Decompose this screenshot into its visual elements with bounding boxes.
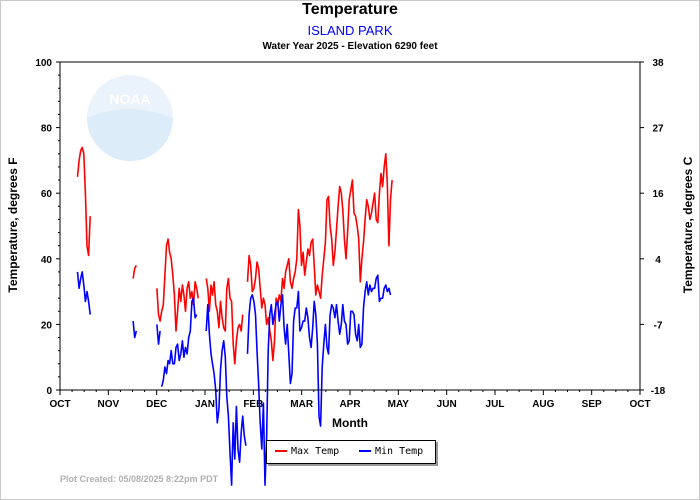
x-tick-label: AUG xyxy=(532,399,554,410)
max-temp-line-segment-1 xyxy=(132,265,138,279)
legend-swatch-max xyxy=(275,450,287,452)
y-tick-label-left: 0 xyxy=(46,386,52,397)
x-tick-label: JAN xyxy=(195,399,215,410)
legend: Max Temp Min Temp xyxy=(266,440,436,464)
legend-label-max: Max Temp xyxy=(291,446,340,457)
min-temp-line-segment-3 xyxy=(160,297,198,387)
x-tick-label: APR xyxy=(339,399,361,410)
y-tick-label-right: -18 xyxy=(651,386,666,397)
max-temp-line-segment-0 xyxy=(76,146,91,257)
y-tick-label-left: 80 xyxy=(41,124,53,135)
x-tick-label: OCT xyxy=(629,399,650,410)
y-tick-label-left: 60 xyxy=(41,189,53,200)
min-temp-line-segment-5 xyxy=(246,274,392,486)
chart-title: Temperature xyxy=(302,1,398,18)
y-tick-label-left: 20 xyxy=(41,320,53,331)
x-tick-label: MAY xyxy=(388,399,410,410)
y-tick-label-right: -7 xyxy=(654,320,663,331)
min-temp-line-segment-4 xyxy=(205,303,247,486)
x-tick-label: DEC xyxy=(146,399,167,410)
y-tick-label-right: 16 xyxy=(652,189,664,200)
x-tick-label: FEB xyxy=(243,399,263,410)
min-temp-line-segment-0 xyxy=(76,271,91,315)
y-tick-label-right: 4 xyxy=(655,255,661,266)
max-temp-line-segment-2 xyxy=(156,238,199,332)
y-tick-label-left: 40 xyxy=(41,255,53,266)
x-tick-label: JUL xyxy=(486,399,505,410)
min-temp-line-segment-2 xyxy=(156,324,161,345)
y-tick-label-left: 100 xyxy=(35,58,52,69)
station-name: ISLAND PARK xyxy=(307,23,393,38)
noaa-watermark-text: NOAA xyxy=(109,91,150,107)
min-temp-line-segment-1 xyxy=(132,321,138,339)
x-axis-label: Month xyxy=(332,416,368,430)
x-tick-label: OCT xyxy=(49,399,70,410)
legend-item-min: Min Temp xyxy=(359,446,423,457)
x-tick-label: SEP xyxy=(582,399,602,410)
plot-area xyxy=(59,61,641,391)
noaa-logo-watermark: NOAA xyxy=(87,75,173,161)
y-tick-label-right: 27 xyxy=(652,124,664,135)
x-tick-label: MAR xyxy=(290,399,314,410)
legend-item-max: Max Temp xyxy=(275,446,339,457)
plot-created-footer: Plot Created: 05/08/2025 8:22pm PDT xyxy=(60,474,219,484)
max-temp-line-segment-4 xyxy=(246,153,393,362)
y-tick-label-right: 38 xyxy=(652,58,664,69)
legend-label-min: Min Temp xyxy=(375,446,424,457)
x-tick-label: JUN xyxy=(437,399,457,410)
water-year-elevation: Water Year 2025 - Elevation 6290 feet xyxy=(262,41,438,52)
legend-swatch-min xyxy=(359,450,371,452)
x-tick-label: NOV xyxy=(97,399,119,410)
max-temp-line-segment-3 xyxy=(205,277,244,365)
